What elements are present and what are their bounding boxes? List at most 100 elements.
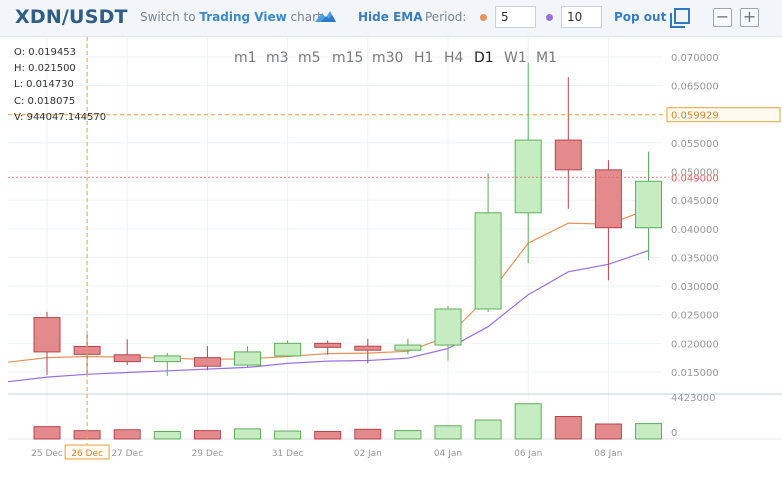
pair-title: XDN/USDT xyxy=(15,6,128,28)
price-tick-label: 0.020000 xyxy=(671,339,719,350)
candle xyxy=(434,306,462,361)
candle-body xyxy=(594,169,622,229)
volume-bar xyxy=(354,428,382,440)
candle-body xyxy=(193,357,221,367)
ohlc-label: V: xyxy=(14,111,27,123)
timeframe-m1[interactable]: m1 xyxy=(234,50,257,66)
volume-bar xyxy=(113,429,141,440)
price-tick-label: 0.055000 xyxy=(671,139,719,150)
timeframe-m15[interactable]: m15 xyxy=(332,50,364,66)
ema-slow-color-dot xyxy=(546,14,553,21)
ohlc-row: O: 0.019453 xyxy=(14,45,106,61)
date-tick-label: 26 Dec xyxy=(71,449,103,459)
ohlc-value: 0.018075 xyxy=(27,95,76,107)
switch-suffix: chart xyxy=(290,10,322,24)
crosshair-price-label: 0.059929 xyxy=(671,111,719,122)
candle-body xyxy=(153,355,181,363)
price-tick-label: 0.025000 xyxy=(671,311,719,322)
volume-bar xyxy=(594,423,622,440)
price-tick-label: 0.050000 xyxy=(671,168,719,179)
ohlc-readout: O: 0.019453 H: 0.021500 L: 0.014730 C: 0.01… xyxy=(14,45,106,126)
crosshair xyxy=(8,37,669,453)
timeframe-w1[interactable]: W1 xyxy=(504,50,527,66)
candle xyxy=(193,346,221,371)
volume-bar xyxy=(514,403,542,440)
volume-bar xyxy=(33,426,61,440)
volume-bar xyxy=(434,425,462,440)
pop-out-button[interactable]: Pop out xyxy=(614,10,667,24)
timeframe-h4[interactable]: H4 xyxy=(444,50,464,66)
candle xyxy=(274,340,302,358)
timeframe-d1[interactable]: D1 xyxy=(474,50,494,66)
period-label: Period: xyxy=(425,10,467,24)
ohlc-label: C: xyxy=(14,95,28,107)
candle xyxy=(514,62,542,264)
date-tick-label: 27 Dec xyxy=(111,449,143,459)
ohlc-label: H: xyxy=(14,63,29,75)
chart-grid xyxy=(8,37,782,440)
timeframe-m3[interactable]: m3 xyxy=(266,50,289,66)
date-tick-label: 06 Jan xyxy=(514,449,542,459)
date-tick-label: 04 Jan xyxy=(434,449,462,459)
candle-body xyxy=(113,354,141,363)
volume-bar xyxy=(635,423,662,440)
volume-bars xyxy=(33,403,662,440)
candle xyxy=(635,151,662,261)
ohlc-row: C: 0.018075 xyxy=(14,94,106,110)
price-chart[interactable]: 0.0700000.0650000.0600000.0550000.050000… xyxy=(0,37,782,479)
zoom-out-button[interactable]: − xyxy=(713,8,732,27)
trading-view-label: Trading View xyxy=(199,10,287,24)
candle-body xyxy=(394,344,422,351)
trading-view-cloud-icon[interactable] xyxy=(313,8,337,24)
date-tick-label: 02 Jan xyxy=(354,449,382,459)
volume-max-label: 4423000 xyxy=(671,393,716,404)
crosshair-price-box xyxy=(666,107,781,123)
candle xyxy=(474,173,502,312)
price-tick-label: 0.070000 xyxy=(671,53,719,64)
volume-bar xyxy=(314,431,342,440)
candle-body xyxy=(234,351,261,366)
timeframe-m30[interactable]: m30 xyxy=(372,50,404,66)
volume-bar xyxy=(474,419,502,440)
candle xyxy=(234,346,261,368)
price-tick-label: 0.065000 xyxy=(671,82,719,93)
volume-zero-label: 0 xyxy=(671,428,677,439)
candles xyxy=(33,62,662,376)
ohlc-value: 0.019453 xyxy=(28,47,76,58)
volume-bar xyxy=(554,416,582,440)
timeframe-m1[interactable]: M1 xyxy=(536,50,557,66)
switch-chart-link[interactable]: Switch to Trading View chart xyxy=(140,10,322,24)
price-tick-label: 0.045000 xyxy=(671,196,719,207)
date-tick-label: 25 Dec xyxy=(31,449,63,459)
crosshair-date-box xyxy=(64,444,110,460)
date-tick-label: 29 Dec xyxy=(192,449,224,459)
price-tick-label: 0.035000 xyxy=(671,253,719,264)
price-tick-label: 0.040000 xyxy=(671,225,719,236)
last-price-label: 0.049000 xyxy=(671,173,719,184)
candle-body xyxy=(274,342,302,357)
candle-body xyxy=(354,345,382,351)
candle xyxy=(33,311,61,375)
chart-toolbar: XDN/USDT Switch to Trading View chart Hi… xyxy=(0,0,782,37)
candle-body xyxy=(554,139,582,171)
ohlc-label: L: xyxy=(14,79,27,91)
ohlc-row: L: 0.014730 xyxy=(14,77,106,93)
zoom-in-button[interactable]: + xyxy=(740,8,759,27)
candle-body xyxy=(33,317,61,353)
pop-out-icon[interactable] xyxy=(670,8,690,28)
ohlc-label: O: xyxy=(14,47,29,58)
timeframe-m5[interactable]: m5 xyxy=(298,50,321,66)
candle xyxy=(153,353,181,376)
hide-ema-button[interactable]: Hide EMA xyxy=(358,10,423,24)
candle-body xyxy=(314,342,342,348)
ohlc-row: V: 944047.144570 xyxy=(14,110,106,126)
ohlc-value: 0.014730 xyxy=(26,79,74,91)
candle xyxy=(554,77,582,209)
ema-fast-color-dot xyxy=(480,14,487,21)
candle xyxy=(113,339,141,366)
ema-lines xyxy=(7,208,649,383)
timeframe-h1[interactable]: H1 xyxy=(414,50,434,66)
ema-fast-period-input[interactable] xyxy=(495,6,536,28)
candle xyxy=(594,160,622,281)
ema-slow-period-input[interactable] xyxy=(561,6,602,28)
